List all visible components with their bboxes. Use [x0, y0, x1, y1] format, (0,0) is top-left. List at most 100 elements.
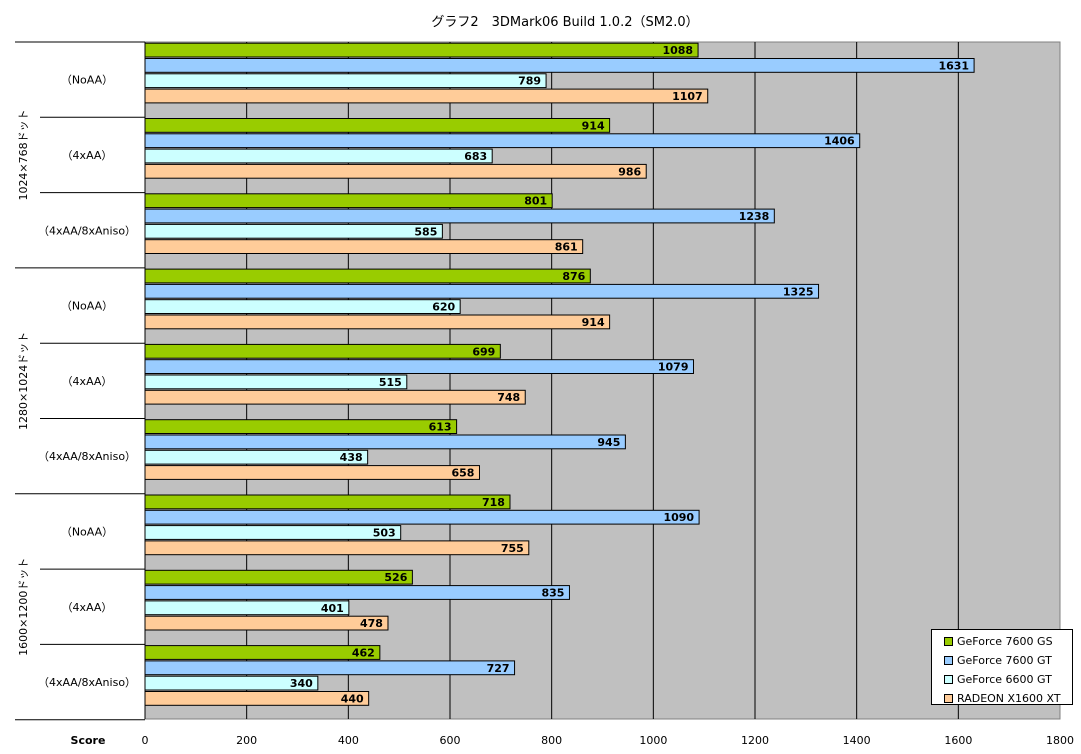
bar-value-label: 340 — [290, 677, 313, 690]
bar-value-label: 1079 — [658, 361, 689, 374]
bar — [144, 283, 820, 299]
bar-value-label: 620 — [432, 301, 455, 314]
bar-value-label: 801 — [524, 195, 547, 208]
category-label: （4xAA/8xAniso） — [38, 676, 136, 689]
y-axis: （NoAA） （4xAA） （4xAA/8xAniso） 1024×768ドット （No… — [15, 41, 146, 721]
bar — [144, 374, 408, 390]
legend-label: GeForce 7600 GS — [957, 635, 1053, 648]
bar — [144, 73, 547, 89]
bar — [144, 163, 647, 179]
bar — [144, 691, 370, 706]
bar — [144, 239, 584, 254]
bar-value-label: 503 — [373, 527, 396, 540]
bar — [144, 208, 775, 224]
category-label: （4xAA） — [62, 149, 113, 162]
bar — [144, 88, 709, 104]
bar — [144, 660, 516, 676]
resolution-group-label: 1600×1200ドット — [17, 558, 30, 656]
bar-value-label: 438 — [340, 451, 363, 464]
chart-title: グラフ2 3DMark06 Build 1.0.2（SM2.0） — [431, 15, 698, 30]
bar — [144, 268, 591, 284]
x-tick-label: 200 — [236, 734, 257, 747]
bar-value-label: 699 — [472, 345, 495, 358]
legend-item: RADEON X1600 XT — [944, 689, 1072, 708]
bars — [144, 42, 975, 706]
bar-value-label: 440 — [341, 692, 364, 705]
legend-label: RADEON X1600 XT — [957, 692, 1061, 705]
bar-value-label: 861 — [555, 241, 578, 254]
bar-value-label: 1090 — [663, 511, 694, 524]
category-label: （4xAA/8xAniso） — [38, 224, 136, 237]
legend-item: GeForce 7600 GS — [944, 632, 1072, 651]
bar-value-label: 401 — [321, 602, 344, 615]
bar — [144, 133, 861, 149]
bar — [144, 223, 443, 239]
bar — [144, 359, 694, 375]
bar-value-label: 585 — [414, 225, 437, 238]
legend-swatch-icon — [944, 656, 953, 665]
bar-value-label: 1107 — [672, 90, 703, 103]
x-tick-label: 400 — [338, 734, 359, 747]
bar-value-label: 613 — [429, 421, 452, 434]
bar-value-label: 1238 — [739, 210, 770, 223]
bar — [144, 509, 700, 525]
bar — [144, 525, 402, 540]
x-tick-label: 1600 — [944, 734, 972, 747]
x-tick-label: 1400 — [843, 734, 871, 747]
bar — [144, 449, 369, 465]
x-axis: 0 200 400 600 800 1000 1200 1400 1600 1800 — [142, 734, 1075, 747]
category-label: （4xAA） — [62, 375, 113, 388]
bar-value-label: 1406 — [824, 135, 855, 148]
bar — [144, 42, 699, 58]
legend-item: GeForce 7600 GT — [944, 651, 1072, 670]
x-axis-label: Score — [71, 734, 106, 747]
resolution-group-label: 1280×1024ドット — [17, 332, 30, 430]
bar-value-label: 718 — [482, 496, 505, 509]
x-tick-label: 800 — [541, 734, 562, 747]
category-label: （NoAA） — [61, 525, 113, 538]
bar-value-label: 986 — [618, 165, 641, 178]
bar-value-label: 658 — [452, 467, 475, 480]
legend: GeForce 7600 GS GeForce 7600 GT GeForce … — [931, 629, 1073, 705]
bar-value-label: 515 — [379, 376, 402, 389]
category-label: （NoAA） — [61, 74, 113, 87]
bar — [144, 465, 480, 480]
bar — [144, 540, 530, 556]
bar-value-label: 1631 — [938, 59, 969, 72]
bar-labels: 1088 1631 789 1107 914 1406 683 986 801 1238 585 86… — [290, 44, 969, 705]
legend-label: GeForce 7600 GT — [957, 654, 1052, 667]
bar — [144, 314, 611, 330]
bar-value-label: 876 — [562, 270, 585, 283]
bar — [144, 148, 493, 164]
bar-value-label: 526 — [384, 571, 407, 584]
bar-value-label: 789 — [518, 75, 541, 88]
bar-value-label: 748 — [497, 391, 520, 404]
x-tick-label: 1800 — [1046, 734, 1074, 747]
bar — [144, 600, 350, 616]
bar-value-label: 835 — [541, 587, 564, 600]
category-label: （NoAA） — [61, 300, 113, 313]
x-tick-label: 600 — [440, 734, 461, 747]
bar — [144, 569, 413, 585]
bar — [144, 585, 570, 600]
category-label: （4xAA/8xAniso） — [38, 450, 136, 463]
bar — [144, 299, 461, 315]
x-tick-label: 0 — [142, 734, 149, 747]
bar — [144, 434, 626, 450]
legend-swatch-icon — [944, 637, 953, 646]
bar — [144, 494, 511, 510]
legend-label: GeForce 6600 GT — [957, 673, 1052, 686]
bar — [144, 343, 501, 359]
bar-value-label: 945 — [597, 436, 620, 449]
bar-value-label: 914 — [582, 316, 605, 329]
bar-value-label: 478 — [360, 617, 383, 630]
bar-value-label: 727 — [487, 662, 510, 675]
bar-value-label: 914 — [582, 119, 605, 132]
bar-value-label: 1088 — [662, 44, 693, 57]
category-label: （4xAA） — [62, 601, 113, 614]
bar — [144, 193, 553, 209]
bar — [144, 58, 975, 73]
bar-value-label: 462 — [352, 647, 375, 660]
bar-value-label: 755 — [501, 542, 524, 555]
